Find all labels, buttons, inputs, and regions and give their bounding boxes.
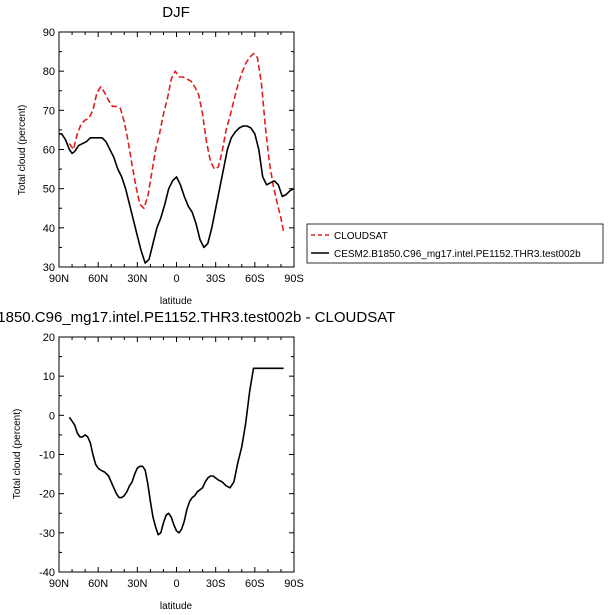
y-tick-label: 70	[43, 105, 55, 117]
legend-label-cloudsat: CLOUDSAT	[334, 231, 388, 242]
chart-title: 2.B1850.C96_mg17.intel.PE1152.THR3.test0…	[0, 309, 395, 326]
chart-title: DJF	[162, 4, 190, 21]
y-tick-label: -40	[39, 567, 55, 579]
x-tick-label: 30N	[127, 578, 147, 590]
series-lines	[68, 367, 284, 536]
y-tick-label: 30	[43, 262, 55, 274]
panel-bottom-chart: 2.B1850.C96_mg17.intel.PE1152.THR3.test0…	[0, 309, 395, 612]
series-line-difference	[68, 367, 284, 536]
x-tick-label: 90S	[284, 578, 304, 590]
axis-ticks: 90N 60N 30N 0 30S 60S 90S 30 40 50 60 70 80 90	[43, 27, 304, 285]
y-tick-label: 40	[43, 223, 55, 235]
y-tick-label: 0	[49, 410, 55, 422]
x-tick-label: 0	[173, 273, 179, 285]
legend-label-model: CESM2.B1850.C96_mg17.intel.PE1152.THR3.t…	[334, 249, 581, 260]
legend-box	[306, 223, 604, 264]
series-line-model	[59, 125, 295, 264]
x-tick-label: 60S	[245, 273, 265, 285]
x-tick-label: 60N	[88, 578, 108, 590]
x-axis-label: latitude	[160, 296, 193, 307]
axis-ticks: 90N 60N 30N 0 30S 60S 90S -40 -30 -20 -10 0 10 20	[39, 332, 304, 590]
x-tick-label: 90N	[49, 273, 69, 285]
y-tick-label: 50	[43, 184, 55, 196]
legend: CLOUDSAT CESM2.B1850.C96_mg17.intel.PE11…	[306, 223, 604, 264]
x-tick-label: 60N	[88, 273, 108, 285]
y-axis-label: Total cloud (percent)	[17, 105, 28, 196]
x-tick-label: 90S	[284, 273, 304, 285]
x-tick-label: 30S	[206, 273, 226, 285]
x-axis-label: latitude	[160, 601, 193, 612]
x-tick-label: 30S	[206, 578, 226, 590]
y-tick-label: 60	[43, 145, 55, 157]
y-tick-label: -20	[39, 489, 55, 501]
x-tick-label: 0	[173, 578, 179, 590]
y-axis-label: Total cloud (percent)	[12, 409, 23, 500]
y-tick-label: 90	[43, 27, 55, 39]
y-tick-label: 80	[43, 66, 55, 78]
y-tick-label: -10	[39, 450, 55, 462]
panel-top-chart: DJF 90N 60N 30N 0 30S 60S 90S 30 40 50 60 70 80 90 la…	[17, 4, 304, 307]
series-line-cloudsat	[68, 52, 285, 232]
plot-frame	[58, 336, 295, 573]
x-tick-label: 60S	[245, 578, 265, 590]
x-tick-label: 90N	[49, 578, 69, 590]
y-tick-label: 20	[43, 332, 55, 344]
series-lines	[59, 52, 295, 264]
x-tick-label: 30N	[127, 273, 147, 285]
y-tick-label: 10	[43, 371, 55, 383]
y-tick-label: -30	[39, 528, 55, 540]
